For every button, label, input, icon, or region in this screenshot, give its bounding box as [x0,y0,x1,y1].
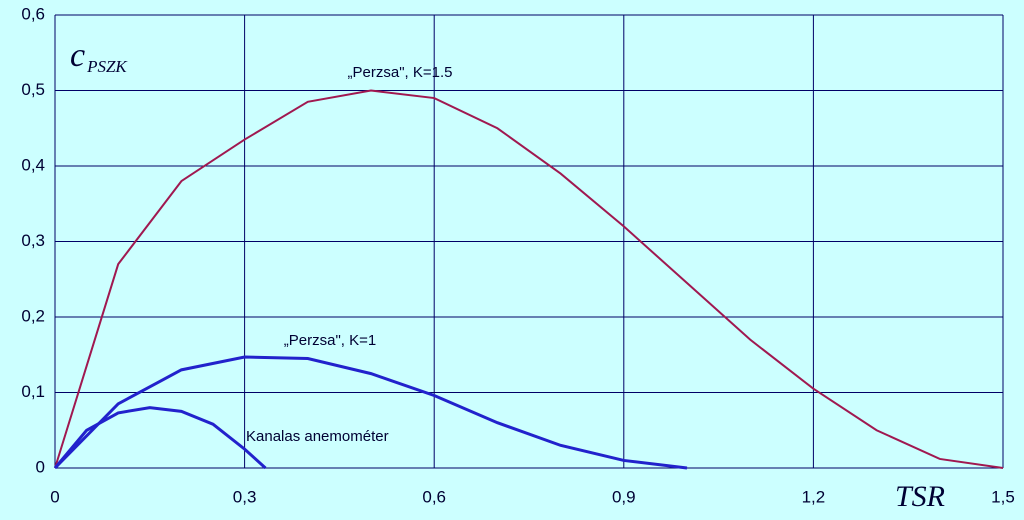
y-label-sub: PSZK [86,57,128,76]
series-label: „Perzsa", K=1.5 [348,64,453,81]
y-tick-label: 0 [36,457,45,476]
x-axis-label: TSR [895,480,945,513]
series-line [54,89,1004,469]
x-tick-label: 0 [50,487,59,506]
y-axis-label: c PSZK [70,37,128,76]
y-tick-label: 0,4 [21,155,45,174]
y-tick-label: 0,3 [21,231,45,250]
series-label: Kanalas anemométer [246,428,389,445]
y-label-main: c [70,37,85,74]
series-line [53,406,267,470]
x-tick-label: 0,3 [233,487,257,506]
x-tick-label: 0,6 [422,487,446,506]
y-tick-label: 0,2 [21,306,45,325]
x-tick-label: 1,2 [802,487,826,506]
y-tick-label: 0,6 [21,4,45,23]
series-label: „Perzsa", K=1 [284,332,376,349]
series-line [53,355,688,470]
x-tick-label: 0,9 [612,487,636,506]
y-tick-label: 0,5 [21,80,45,99]
x-tick-label: 1,5 [991,487,1015,506]
y-tick-label: 0,1 [21,382,45,401]
